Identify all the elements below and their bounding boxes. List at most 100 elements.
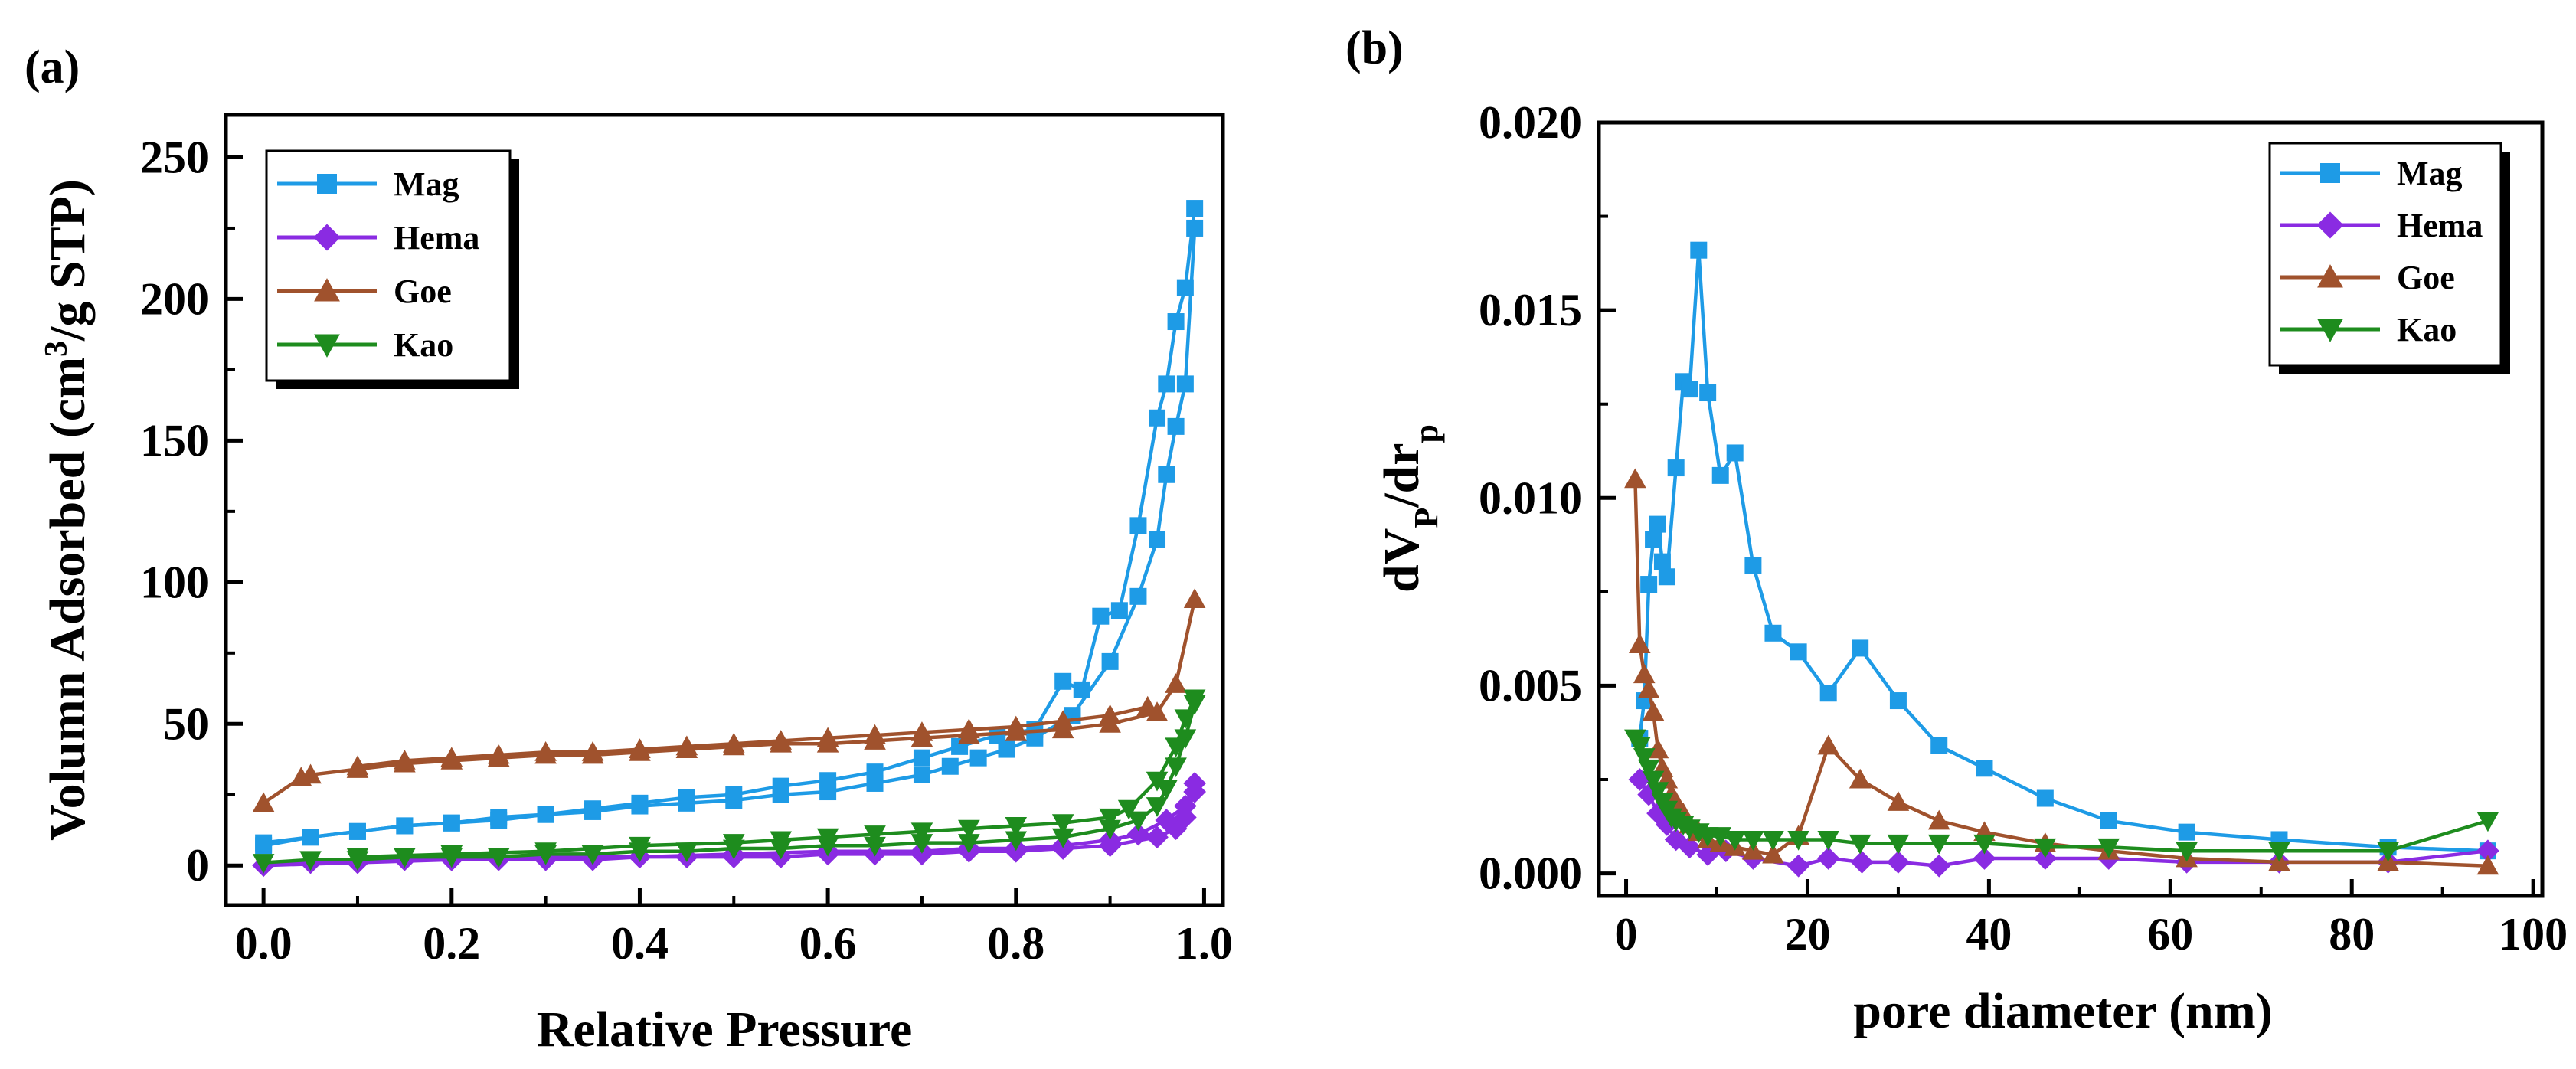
data-point-mag — [1653, 553, 1671, 570]
data-point-mag — [1889, 692, 1907, 710]
data-point-mag — [1726, 444, 1744, 462]
data-point-kao — [1051, 814, 1074, 835]
data-point-mag — [1054, 672, 1072, 690]
data-point-goe — [1136, 695, 1159, 716]
x-tick-label: 0.8 — [987, 918, 1044, 969]
data-point-mag — [1649, 515, 1666, 533]
data-point-mag — [1149, 531, 1166, 548]
legend-label-goe: Goe — [394, 273, 452, 310]
y-tick-label: 0.005 — [1479, 660, 1582, 711]
data-point-mag — [866, 763, 884, 781]
legend-label-hema: Hema — [394, 219, 479, 257]
x-tick-label: 60 — [2147, 909, 2193, 959]
data-point-kao — [440, 845, 463, 865]
data-point-kao — [2034, 838, 2057, 858]
data-point-mag — [1158, 375, 1175, 393]
panel-b-label: (b) — [1345, 22, 1404, 74]
x-axis-title-a: Relative Pressure — [537, 1002, 913, 1058]
data-point-kao — [722, 834, 745, 854]
data-point-kao — [487, 848, 510, 868]
data-point-goe — [534, 740, 557, 761]
data-point-mag — [1930, 737, 1948, 754]
legend-label-hema: Hema — [2397, 207, 2483, 244]
data-point-hema — [1183, 772, 1207, 795]
data-point-kao — [1724, 831, 1746, 851]
data-point-mag — [1186, 200, 1204, 217]
data-point-kao — [1633, 748, 1656, 768]
data-point-mag — [1176, 375, 1194, 393]
data-point-mag — [1158, 466, 1175, 483]
legend-label-goe: Goe — [2397, 259, 2455, 296]
x-tick-label: 80 — [2329, 909, 2375, 959]
data-point-kao — [1117, 799, 1140, 820]
data-point-kao — [534, 842, 557, 863]
data-point-hema — [1637, 783, 1661, 806]
series-line-goe-curve — [1633, 479, 2488, 868]
data-point-mag — [631, 794, 649, 812]
data-point-mag — [1690, 241, 1708, 259]
data-point-hema — [1927, 854, 1951, 878]
data-point-hema — [1850, 851, 1874, 874]
data-point-kao — [1887, 834, 1910, 855]
data-point-hema — [2033, 847, 2057, 870]
data-point-kao — [958, 834, 980, 854]
data-point-kao — [1762, 831, 1784, 851]
data-point-kao — [629, 836, 651, 857]
data-point-goe — [2476, 855, 2499, 875]
data-point-mag — [1640, 576, 1658, 593]
y-tick-label: 0.000 — [1479, 848, 1582, 899]
data-point-goe — [816, 727, 839, 747]
data-point-mag — [302, 829, 319, 846]
y-axis-title-b: dVP/drp — [1374, 424, 1445, 593]
data-point-mag — [1129, 587, 1147, 605]
data-point-mag — [1092, 607, 1110, 625]
x-tick-label: 20 — [1784, 909, 1830, 959]
data-point-mag — [1819, 685, 1837, 702]
x-tick-label: 100 — [2499, 909, 2568, 959]
chart-panel-b: (b) 0 20 40 60 80 100 0.000 0.005 0.010 0.015 0.02… — [1345, 22, 2568, 1039]
data-point-mag — [1186, 219, 1204, 237]
data-point-kao — [1817, 831, 1840, 851]
x-tick-label: 0.2 — [423, 918, 480, 969]
data-point-mag — [348, 822, 366, 840]
legend-marker-hema — [313, 224, 341, 251]
data-point-kao — [1099, 819, 1121, 840]
data-point-mag — [490, 809, 508, 826]
data-point-mag — [969, 749, 987, 767]
data-point-kao — [1742, 831, 1764, 851]
series-line-goe-adsorption — [262, 599, 1197, 805]
legend-marker-kao — [314, 334, 340, 358]
data-point-hema — [1155, 809, 1178, 832]
data-point-mag — [396, 817, 414, 835]
data-point-mag — [772, 777, 789, 795]
data-point-kao — [1787, 831, 1809, 851]
data-point-hema — [1973, 847, 1996, 870]
data-point-mag — [584, 800, 602, 818]
data-point-mag — [1129, 517, 1147, 534]
data-point-kao — [675, 842, 698, 863]
legend-marker-kao — [2317, 319, 2343, 342]
data-point-hema — [1126, 822, 1150, 846]
data-point-mag — [913, 749, 930, 767]
data-point-mag — [1149, 409, 1166, 427]
data-point-hema — [1678, 835, 1702, 859]
y-tick-label: 0.020 — [1479, 97, 1582, 148]
data-point-goe — [1624, 468, 1646, 489]
series-line-mag-desorption — [263, 208, 1197, 845]
data-point-goe — [1629, 633, 1651, 653]
data-point-goe — [394, 750, 416, 770]
legend-marker-hema — [2316, 211, 2344, 239]
data-point-mag — [1073, 681, 1090, 698]
data-point-kao — [1051, 828, 1074, 848]
data-point-hema — [1098, 829, 1122, 852]
data-point-goe — [487, 744, 510, 764]
data-point-goe — [252, 792, 275, 812]
data-point-kao — [1099, 808, 1121, 829]
data-point-goe — [1005, 715, 1028, 736]
data-point-kao — [1005, 816, 1028, 837]
data-point-kao — [958, 819, 980, 840]
data-point-kao — [1127, 811, 1149, 832]
legend-a: Mag Hema Goe Kao — [265, 149, 519, 389]
data-point-hema — [1146, 825, 1169, 849]
data-point-goe — [1642, 701, 1665, 721]
